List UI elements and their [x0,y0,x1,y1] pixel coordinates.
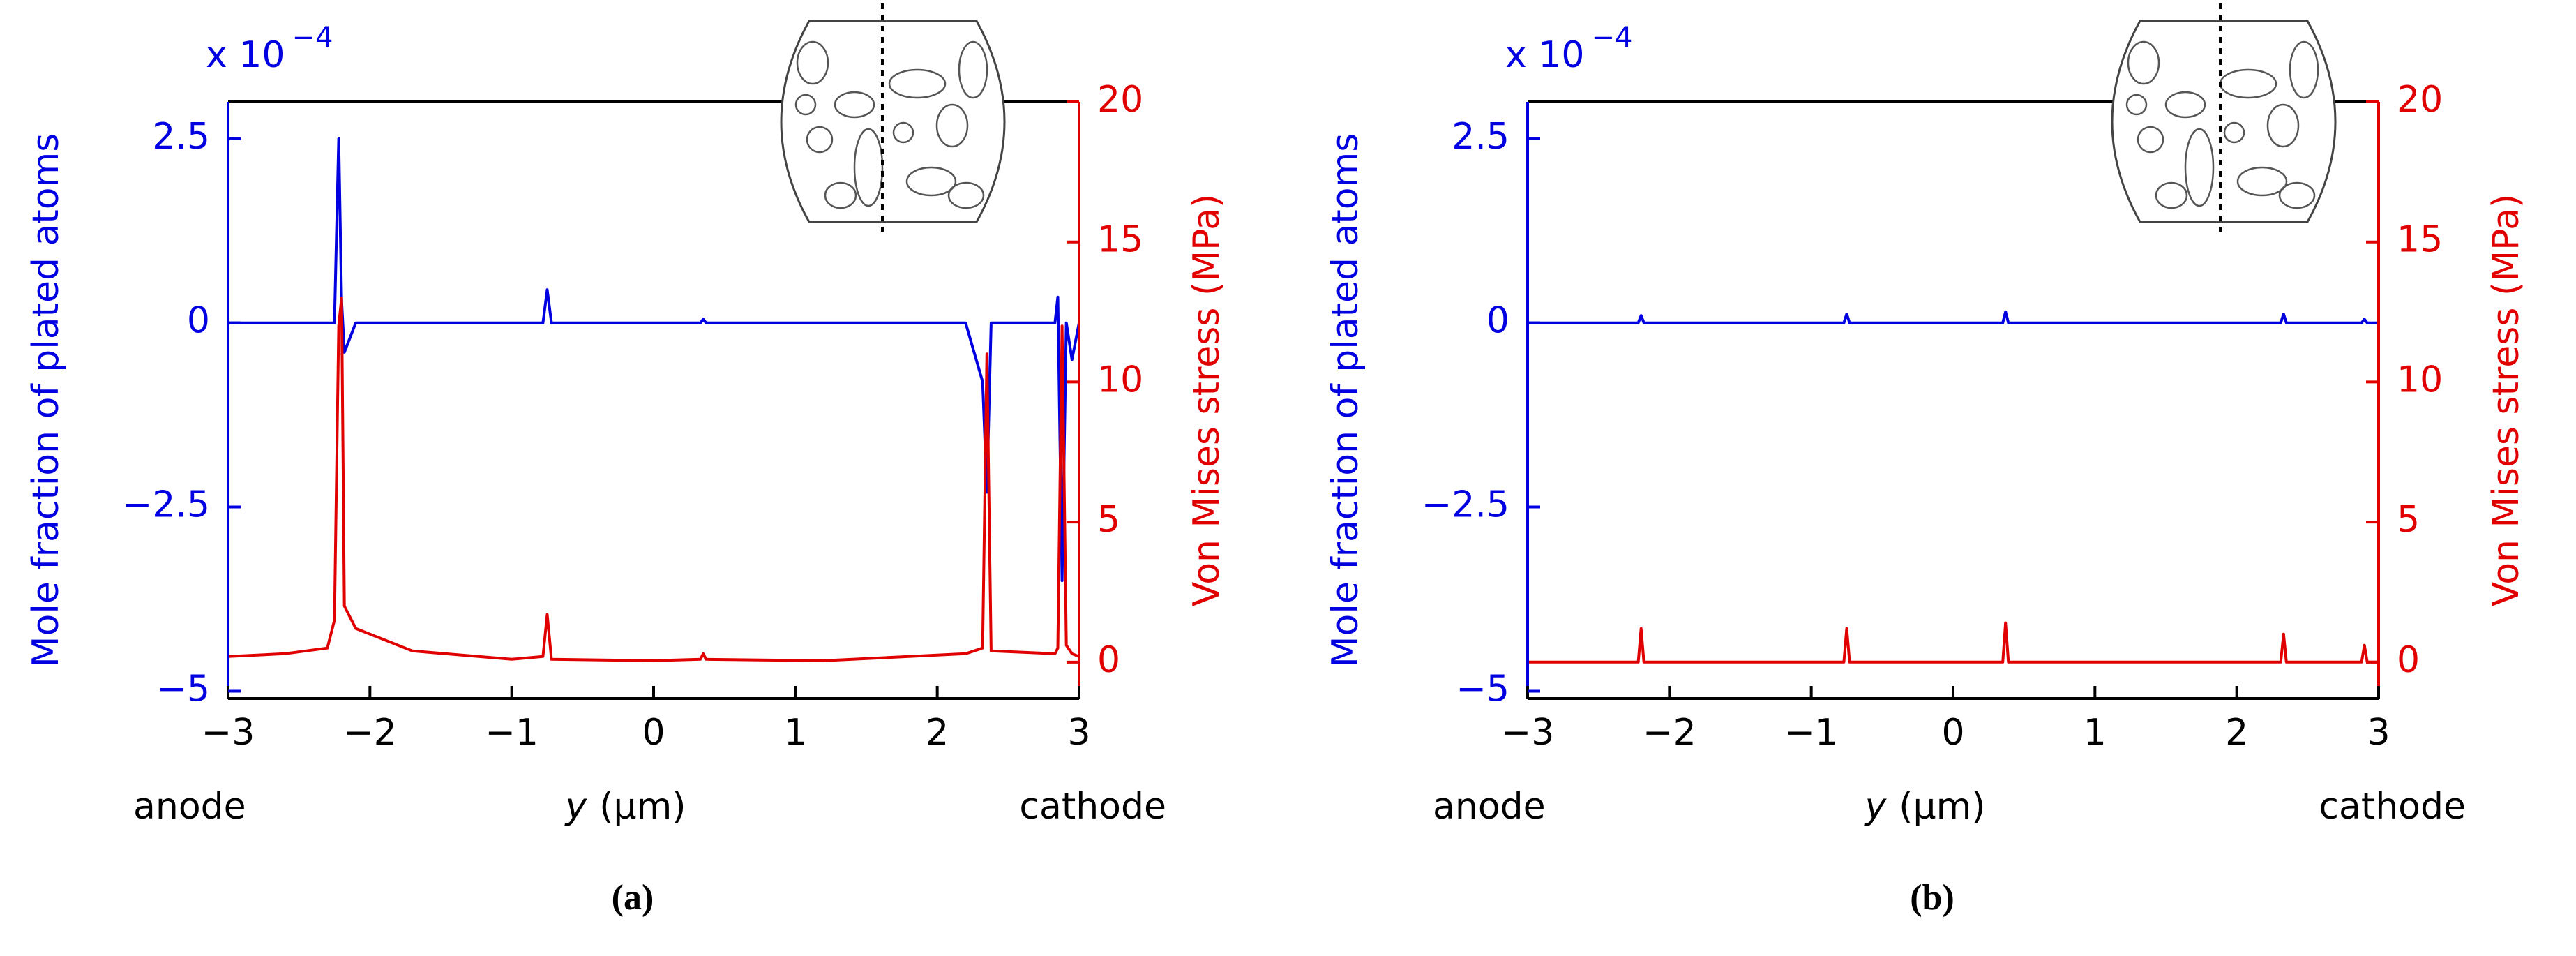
inset-grain [2164,91,2206,119]
y2-axis-label: Von Mises stress (MPa) [2485,194,2527,607]
inset-grain [888,68,947,99]
y2-tick-label: 15 [2397,219,2443,261]
y2-tick-label: 20 [2397,79,2443,121]
inset-grain [834,91,875,119]
inset-grain [892,121,914,144]
data-line [1528,310,2379,324]
y2-tick-label: 5 [2397,499,2420,541]
inset-grain [958,40,988,99]
y-tick-label: −5 [1456,668,1509,710]
inset-grain [2266,103,2300,148]
x-tick-label: −1 [1784,712,1838,754]
y-tick-label: −5 [156,668,210,710]
x-axis-label: y (μm) [564,786,686,828]
right-note: cathode [2319,786,2466,828]
inset-schematic [2111,3,2337,232]
y-axis-label: Mole fraction of plated atoms [25,133,67,668]
y-tick-label: 0 [1486,300,1509,342]
y2-tick-label: 5 [1097,499,1120,541]
inset-grain [2125,94,2148,116]
x-axis-variable: y [1863,786,1887,828]
data-line [228,137,1080,583]
y2-axis-label: Von Mises stress (MPa) [1186,194,1228,607]
x-tick-label: −1 [485,712,538,754]
inset-grain [2155,181,2188,209]
y2-tick-label: 20 [1097,79,1143,121]
y2-tick-label: 10 [1097,359,1143,401]
inset-grain [2223,121,2245,144]
x-tick-label: 0 [642,712,665,754]
inset-outline [2111,20,2337,223]
y2-tick-label: 15 [1097,219,1143,261]
inset-grain [824,181,857,209]
inset-grain [2127,40,2160,85]
y-tick-label: 0 [187,300,210,342]
x-tick-label: 2 [2225,712,2248,754]
x-tick-label: 1 [2084,712,2107,754]
x-axis-unit: (μm) [1899,786,1985,828]
y-tick-label: −2.5 [1422,484,1509,526]
y-multiplier: x 10 −4 [1505,22,1632,76]
y-tick-label: −2.5 [122,484,210,526]
multiplier-base: x 10 [1505,34,1584,76]
inset-grain [2236,166,2288,197]
x-axis-variable: y [564,786,587,828]
inset-schematic [780,3,1006,232]
x-axis-unit: (μm) [599,786,686,828]
inset-grain [853,128,884,207]
y2-tick-label: 0 [1097,639,1120,681]
inset-grain [2137,126,2164,154]
inset-outline [780,20,1006,223]
x-tick-label: −3 [1501,712,1555,754]
data-line [227,297,1080,662]
left-note: anode [133,786,246,828]
x-tick-label: 2 [926,712,949,754]
y2-tick-label: 0 [2397,639,2420,681]
x-tick-label: 3 [1067,712,1090,754]
right-note: cathode [1019,786,1166,828]
inset-grain [905,166,957,197]
inset-grain [2278,181,2316,209]
inset-grain [947,181,985,209]
x-tick-label: −2 [1643,712,1696,754]
multiplier-exponent: −4 [292,22,333,54]
multiplier-exponent: −4 [1591,22,1632,54]
panel-label: (a) [612,878,654,918]
y-axis-label: Mole fraction of plated atoms [1325,133,1366,668]
inset-grain [2184,128,2215,207]
inset-grain [794,94,817,116]
x-tick-label: 0 [1941,712,1964,754]
panel-label: (b) [1910,878,1954,918]
x-tick-label: −3 [202,712,255,754]
x-axis-label: y (μm) [1863,786,1985,828]
x-tick-label: 1 [784,712,807,754]
multiplier-base: x 10 [206,34,285,76]
data-line [1528,621,2379,664]
inset-grain [806,126,834,154]
y2-tick-label: 10 [2397,359,2443,401]
inset-grain [2289,40,2319,99]
inset-grain [935,103,969,148]
y-multiplier: x 10 −4 [206,22,333,76]
x-tick-label: −2 [343,712,397,754]
y-tick-label: 2.5 [152,116,210,158]
y-tick-label: 2.5 [1452,116,1509,158]
left-note: anode [1433,786,1546,828]
x-tick-label: 3 [2367,712,2390,754]
inset-grain [796,40,829,85]
